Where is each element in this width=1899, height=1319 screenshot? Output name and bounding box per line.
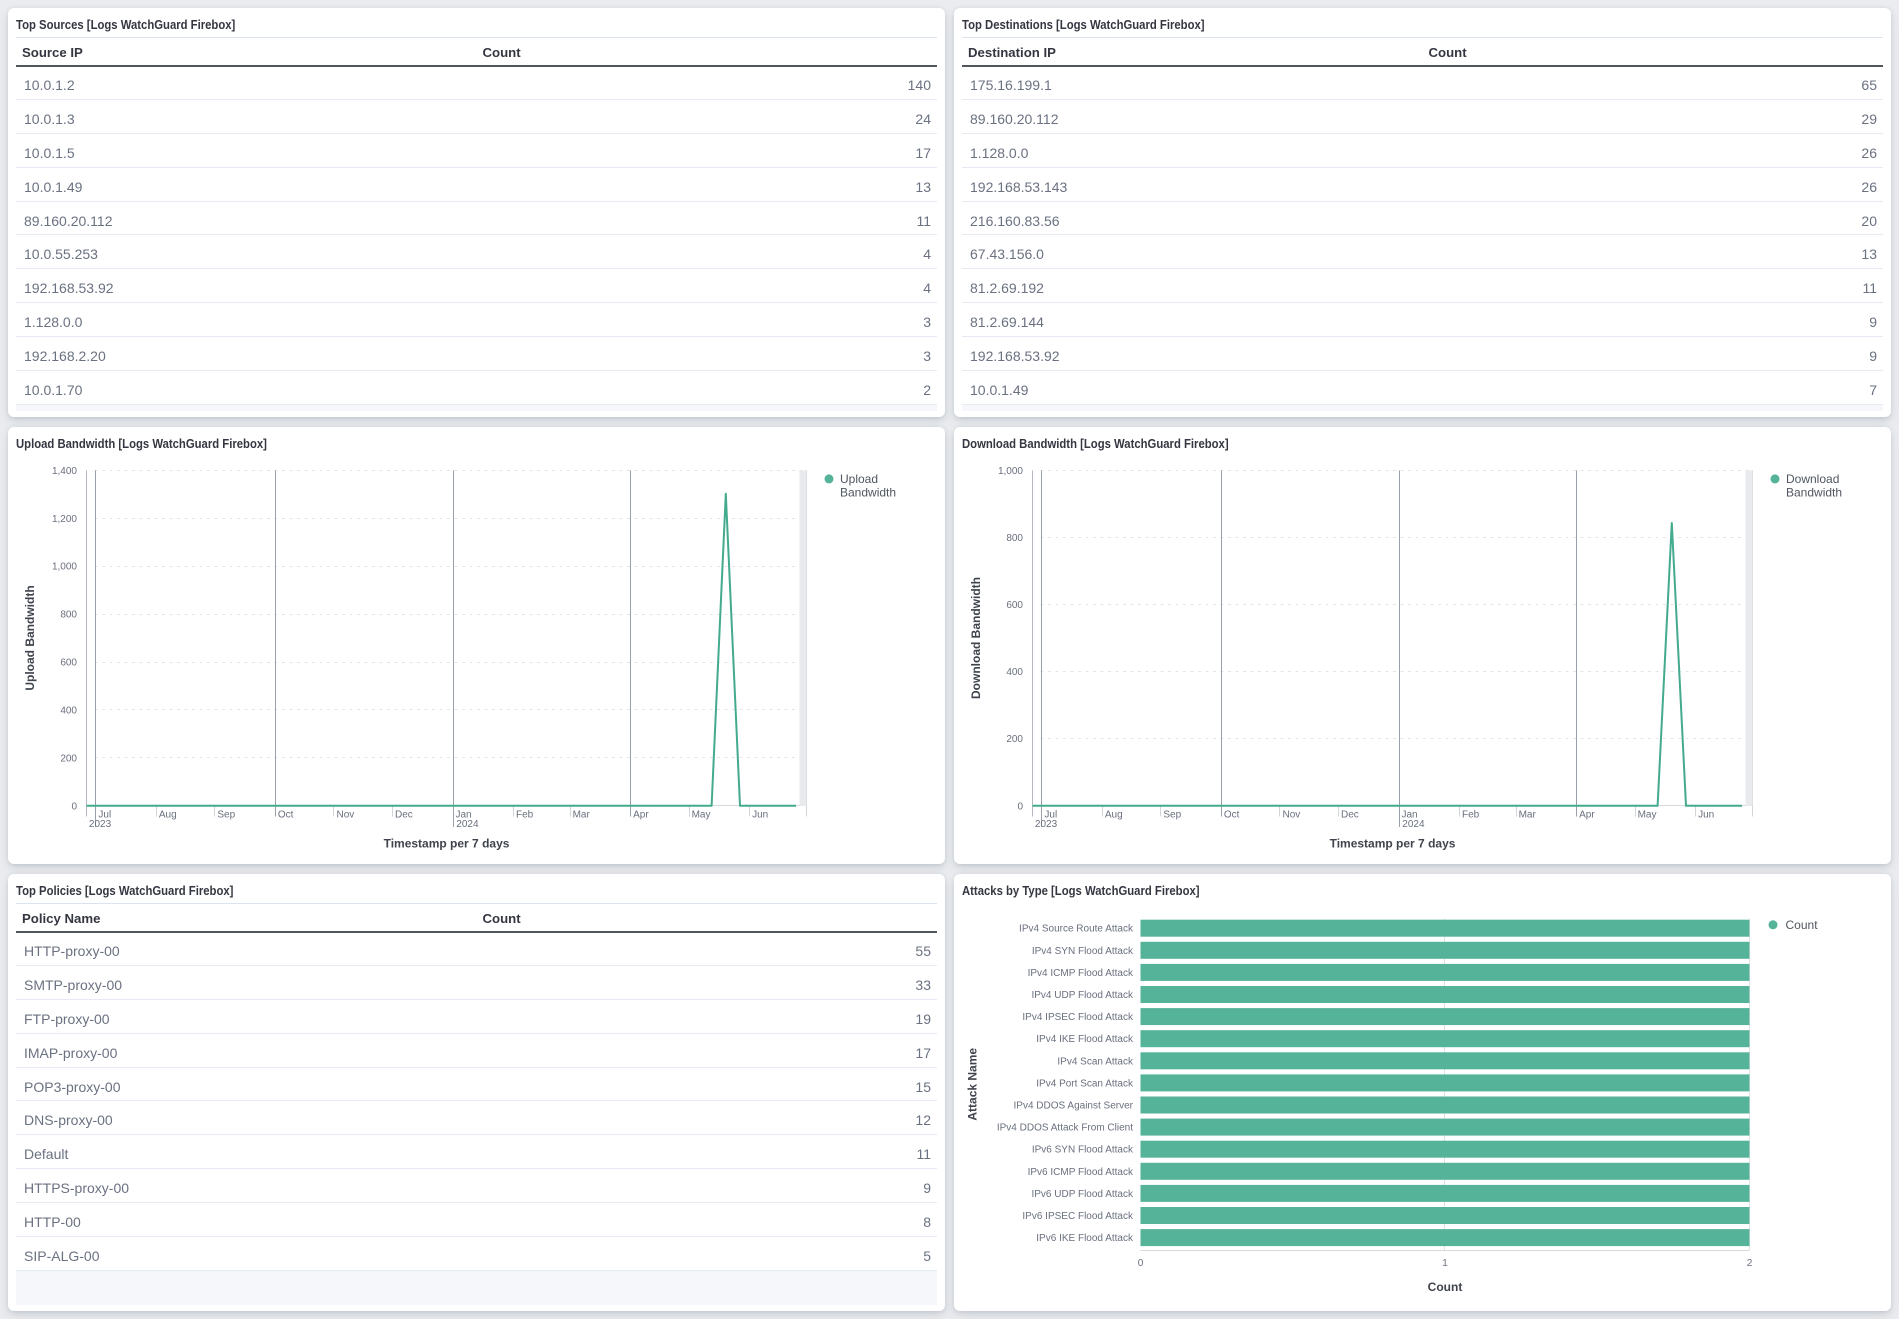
svg-text:200: 200	[1006, 734, 1023, 745]
svg-text:0: 0	[71, 801, 77, 812]
svg-text:1,000: 1,000	[998, 466, 1023, 477]
svg-text:IPv4 IKE Flood Attack: IPv4 IKE Flood Attack	[1036, 1034, 1134, 1045]
svg-text:2023: 2023	[89, 819, 112, 830]
svg-text:Upload Bandwidth: Upload Bandwidth	[23, 585, 37, 690]
svg-text:Attack Name: Attack Name	[966, 1048, 980, 1121]
svg-text:IPv4 DDOS Against Server: IPv4 DDOS Against Server	[1014, 1101, 1134, 1112]
svg-text:Bandwidth: Bandwidth	[1786, 486, 1842, 500]
svg-text:Jun: Jun	[1698, 810, 1714, 821]
svg-text:0: 0	[1017, 801, 1023, 812]
svg-text:IPv4 SYN Flood Attack: IPv4 SYN Flood Attack	[1032, 946, 1134, 957]
svg-text:IPv4 DDOS Attack From Client: IPv4 DDOS Attack From Client	[997, 1123, 1133, 1134]
svg-text:IPv6 SYN Flood Attack: IPv6 SYN Flood Attack	[1032, 1145, 1134, 1156]
svg-text:800: 800	[60, 610, 77, 621]
svg-text:IPv4 IPSEC Flood Attack: IPv4 IPSEC Flood Attack	[1022, 1012, 1134, 1023]
svg-text:IPv4 ICMP Flood Attack: IPv4 ICMP Flood Attack	[1028, 968, 1134, 979]
svg-text:400: 400	[1006, 667, 1023, 678]
svg-text:Oct: Oct	[1224, 810, 1240, 821]
svg-text:Sep: Sep	[1163, 810, 1181, 821]
svg-text:400: 400	[60, 706, 77, 717]
svg-text:2024: 2024	[1402, 819, 1425, 830]
svg-text:0: 0	[1138, 1258, 1144, 1269]
svg-text:IPv4 Source Route Attack: IPv4 Source Route Attack	[1019, 924, 1134, 935]
svg-text:Nov: Nov	[337, 810, 355, 821]
svg-text:Mar: Mar	[1519, 810, 1537, 821]
svg-text:2024: 2024	[456, 819, 479, 830]
svg-text:1: 1	[1442, 1258, 1448, 1269]
svg-text:600: 600	[60, 658, 77, 669]
svg-text:800: 800	[1006, 533, 1023, 544]
svg-text:Jul: Jul	[1044, 810, 1057, 821]
svg-text:Oct: Oct	[278, 810, 294, 821]
svg-text:Upload: Upload	[840, 472, 878, 486]
svg-text:May: May	[1638, 810, 1657, 821]
svg-text:Dec: Dec	[1341, 810, 1359, 821]
svg-text:IPv6 IPSEC Flood Attack: IPv6 IPSEC Flood Attack	[1022, 1211, 1134, 1222]
svg-text:IPv6 ICMP Flood Attack: IPv6 ICMP Flood Attack	[1028, 1167, 1134, 1178]
svg-text:Timestamp per 7 days: Timestamp per 7 days	[384, 837, 510, 851]
svg-text:1,400: 1,400	[52, 466, 77, 477]
svg-text:Mar: Mar	[573, 810, 591, 821]
svg-text:Jan: Jan	[456, 810, 472, 821]
svg-text:2023: 2023	[1035, 819, 1058, 830]
svg-text:Aug: Aug	[159, 810, 177, 821]
svg-text:1,000: 1,000	[52, 562, 77, 573]
svg-text:Aug: Aug	[1105, 810, 1123, 821]
svg-text:Jul: Jul	[98, 810, 111, 821]
svg-text:Feb: Feb	[516, 810, 534, 821]
svg-text:Dec: Dec	[395, 810, 413, 821]
svg-text:Feb: Feb	[1462, 810, 1480, 821]
svg-text:Download Bandwidth: Download Bandwidth	[969, 577, 983, 699]
svg-text:IPv4 UDP Flood Attack: IPv4 UDP Flood Attack	[1031, 990, 1134, 1001]
svg-text:Bandwidth: Bandwidth	[840, 486, 896, 500]
svg-text:600: 600	[1006, 600, 1023, 611]
svg-text:Count: Count	[1786, 918, 1819, 932]
svg-text:IPv4 Scan Attack: IPv4 Scan Attack	[1057, 1056, 1134, 1067]
svg-text:Apr: Apr	[1579, 810, 1595, 821]
svg-text:Count: Count	[1428, 1280, 1463, 1294]
svg-text:Sep: Sep	[217, 810, 235, 821]
svg-text:IPv6 IKE Flood Attack: IPv6 IKE Flood Attack	[1036, 1233, 1134, 1244]
svg-text:Jan: Jan	[1402, 810, 1418, 821]
svg-text:2: 2	[1747, 1258, 1753, 1269]
svg-text:Nov: Nov	[1283, 810, 1301, 821]
svg-text:1,200: 1,200	[52, 514, 77, 525]
svg-text:May: May	[692, 810, 711, 821]
svg-text:200: 200	[60, 753, 77, 764]
svg-text:IPv6 UDP Flood Attack: IPv6 UDP Flood Attack	[1031, 1189, 1134, 1200]
svg-text:Download: Download	[1786, 472, 1839, 486]
svg-text:Jun: Jun	[752, 810, 768, 821]
svg-text:Apr: Apr	[633, 810, 649, 821]
svg-text:IPv4 Port Scan Attack: IPv4 Port Scan Attack	[1036, 1078, 1134, 1089]
svg-text:Timestamp per 7 days: Timestamp per 7 days	[1330, 837, 1456, 851]
